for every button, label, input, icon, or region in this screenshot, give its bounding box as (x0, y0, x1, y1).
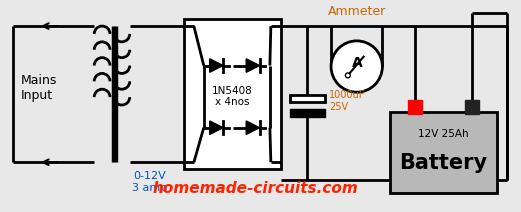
Text: Mains
Input: Mains Input (21, 74, 57, 102)
Polygon shape (246, 121, 259, 134)
Bar (408, 100, 422, 114)
Bar (390, 112, 497, 193)
Bar (184, 19, 281, 169)
Polygon shape (209, 121, 223, 134)
Bar (290, 109, 325, 117)
Bar (465, 100, 479, 114)
Polygon shape (246, 59, 259, 72)
Polygon shape (209, 59, 223, 72)
Text: 0-12V
3 amp: 0-12V 3 amp (132, 171, 167, 193)
Bar (290, 95, 325, 102)
Text: 1000uF
25V: 1000uF 25V (329, 90, 365, 112)
Text: homemade-circuits.com: homemade-circuits.com (152, 181, 358, 196)
Text: 12V 25Ah: 12V 25Ah (418, 129, 469, 139)
Circle shape (331, 41, 382, 92)
Text: 1N5408
x 4nos: 1N5408 x 4nos (212, 86, 253, 107)
Circle shape (345, 73, 350, 78)
Text: Battery: Battery (400, 153, 488, 173)
Text: A: A (352, 56, 363, 70)
Text: Ammeter: Ammeter (328, 5, 386, 18)
